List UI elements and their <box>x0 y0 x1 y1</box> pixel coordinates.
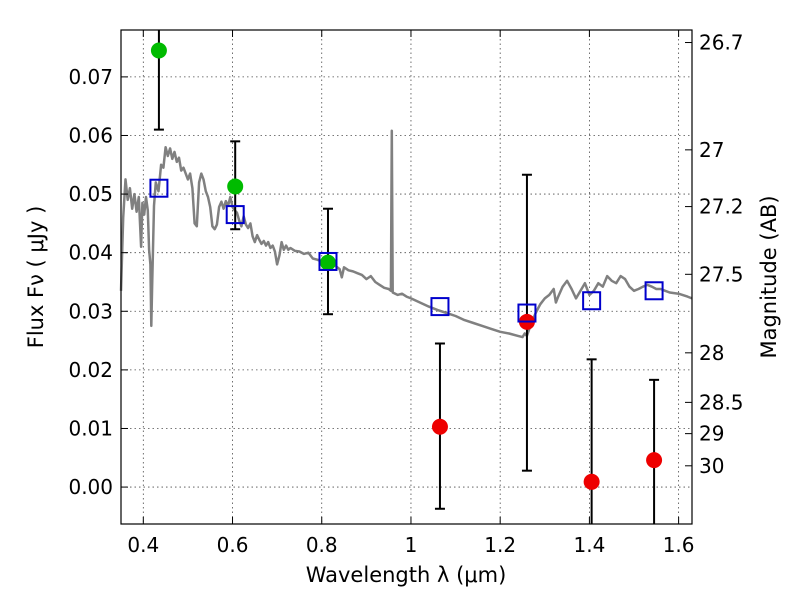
right-tick-label: 27.2 <box>699 195 744 219</box>
x-tick-label: 0.6 <box>217 533 249 557</box>
model-flux-square <box>517 303 537 323</box>
model-flux-square <box>644 281 664 301</box>
y-tick-label: 0.03 <box>68 299 113 323</box>
model-flux-square <box>318 251 338 271</box>
x-tick-label: 1 <box>405 533 418 557</box>
y-tick-label: 0.07 <box>68 65 113 89</box>
y-tick-label: 0.02 <box>68 358 113 382</box>
x-tick-label: 1.4 <box>573 533 605 557</box>
y-tick-label: 0.01 <box>68 416 113 440</box>
grid <box>121 30 692 524</box>
x-tick-label: 0.8 <box>306 533 338 557</box>
right-tick-label: 28 <box>699 341 724 365</box>
y-tick-label: 0.00 <box>68 475 113 499</box>
axis-ticks: 0.4 0.6 0.8 1 1.2 1.4 1.6 0.00 0.01 0.02 0.03 0.04 0… <box>68 30 744 557</box>
model-flux-square <box>582 291 602 311</box>
right-tick-label: 28.5 <box>699 390 744 414</box>
model-flux-square <box>430 297 450 317</box>
error-bars <box>153 30 660 524</box>
right-tick-label: 26.7 <box>699 31 744 55</box>
plot-frame <box>120 29 693 525</box>
x-tick-label: 1.6 <box>663 533 695 557</box>
upper-limit-point <box>431 418 448 435</box>
detection-point <box>150 42 167 59</box>
y-tick-label: 0.05 <box>68 182 113 206</box>
upper-limit-point <box>583 473 600 490</box>
right-tick-label: 27.5 <box>699 262 744 286</box>
data-points <box>149 42 664 490</box>
x-tick-label: 0.4 <box>127 533 159 557</box>
detection-point <box>319 254 336 271</box>
x-tick-label: 1.2 <box>484 533 516 557</box>
x-axis-title: Wavelength λ (μm) <box>306 563 507 587</box>
model-flux-square <box>225 205 245 225</box>
y-axis-title: Flux Fν ( μJy ) <box>24 206 48 349</box>
right-axis-title: Magnitude (AB) <box>757 195 781 358</box>
right-tick-label: 29 <box>699 422 724 446</box>
right-tick-label: 27 <box>699 138 724 162</box>
model-flux-square <box>149 178 169 198</box>
model-sed-layer <box>119 129 693 339</box>
y-tick-label: 0.06 <box>68 123 113 147</box>
detection-point <box>227 178 244 195</box>
y-tick-label: 0.04 <box>68 241 113 265</box>
right-tick-label: 30 <box>699 454 724 478</box>
model-sed-line <box>119 129 693 339</box>
upper-limit-point <box>646 452 663 469</box>
